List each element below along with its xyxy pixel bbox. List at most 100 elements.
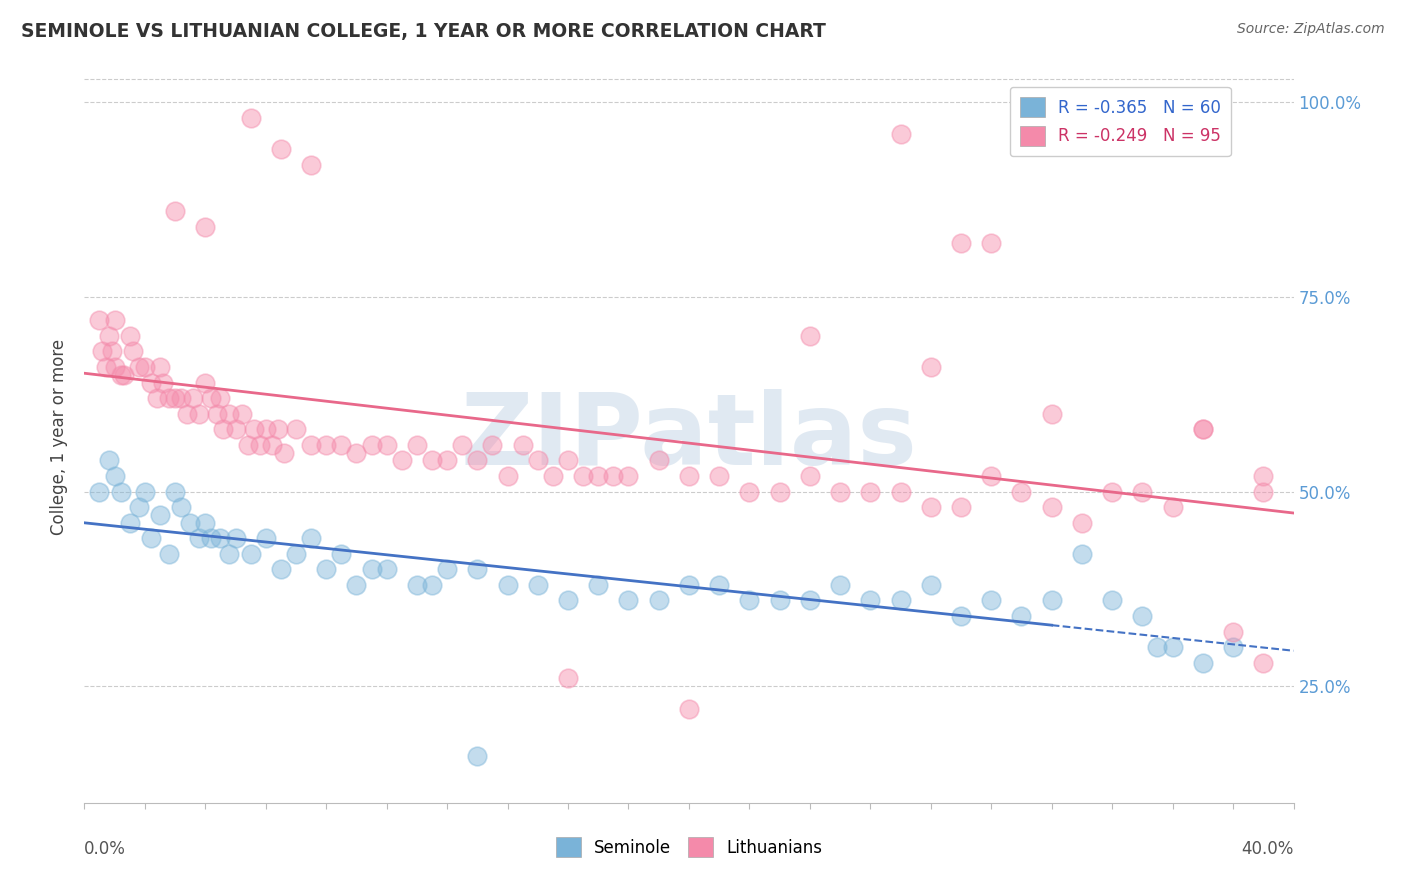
Point: [980, 469, 1002, 483]
Point: [176, 407, 198, 421]
Point: [139, 531, 162, 545]
Point: [1011, 609, 1033, 624]
Point: [194, 219, 217, 234]
Point: [541, 469, 564, 483]
Point: [1161, 640, 1184, 655]
Point: [157, 547, 180, 561]
Point: [406, 438, 429, 452]
Point: [273, 445, 295, 459]
Point: [104, 469, 127, 483]
Point: [588, 469, 610, 483]
Point: [557, 671, 579, 685]
Point: [149, 359, 172, 374]
Point: [467, 562, 489, 576]
Point: [270, 562, 292, 576]
Point: [299, 531, 322, 545]
Point: [165, 391, 187, 405]
Point: [170, 391, 193, 405]
Point: [980, 593, 1002, 607]
Point: [1011, 484, 1033, 499]
Point: [467, 749, 489, 764]
Point: [209, 391, 232, 405]
Point: [91, 344, 114, 359]
Point: [678, 469, 700, 483]
Point: [170, 500, 193, 515]
Point: [859, 484, 882, 499]
Point: [648, 593, 671, 607]
Point: [118, 329, 141, 343]
Point: [179, 516, 201, 530]
Point: [980, 235, 1002, 250]
Point: [830, 578, 852, 592]
Point: [709, 578, 731, 592]
Point: [496, 578, 519, 592]
Point: [346, 578, 368, 592]
Point: [406, 578, 429, 592]
Point: [1101, 593, 1123, 607]
Point: [89, 313, 111, 327]
Point: [1040, 407, 1063, 421]
Point: [315, 562, 337, 576]
Point: [212, 422, 235, 436]
Point: [1161, 500, 1184, 515]
Point: [420, 453, 443, 467]
Point: [859, 593, 882, 607]
Point: [239, 547, 262, 561]
Point: [1040, 593, 1063, 607]
Point: [648, 453, 671, 467]
Point: [330, 438, 353, 452]
Point: [200, 531, 222, 545]
Point: [572, 469, 595, 483]
Point: [194, 516, 217, 530]
Point: [149, 508, 172, 522]
Point: [1146, 640, 1168, 655]
Point: [769, 484, 792, 499]
Point: [436, 562, 458, 576]
Point: [360, 562, 382, 576]
Point: [225, 422, 247, 436]
Point: [218, 547, 240, 561]
Point: [481, 438, 503, 452]
Point: [118, 516, 141, 530]
Text: Source: ZipAtlas.com: Source: ZipAtlas.com: [1237, 22, 1385, 37]
Point: [950, 609, 973, 624]
Point: [330, 547, 353, 561]
Point: [709, 469, 731, 483]
Point: [94, 359, 117, 374]
Point: [920, 500, 942, 515]
Point: [527, 578, 550, 592]
Point: [602, 469, 624, 483]
Point: [254, 531, 277, 545]
Point: [557, 593, 579, 607]
Point: [1253, 469, 1275, 483]
Point: [254, 422, 277, 436]
Point: [188, 531, 211, 545]
Point: [799, 329, 821, 343]
Point: [165, 484, 187, 499]
Point: [139, 376, 162, 390]
Point: [799, 593, 821, 607]
Point: [239, 111, 262, 125]
Text: 40.0%: 40.0%: [1241, 840, 1294, 858]
Point: [467, 453, 489, 467]
Point: [360, 438, 382, 452]
Point: [128, 359, 150, 374]
Point: [1253, 484, 1275, 499]
Point: [285, 547, 308, 561]
Point: [678, 702, 700, 716]
Point: [267, 422, 290, 436]
Point: [527, 453, 550, 467]
Point: [346, 445, 368, 459]
Point: [194, 376, 217, 390]
Point: [242, 422, 264, 436]
Point: [1222, 624, 1244, 639]
Point: [157, 391, 180, 405]
Point: [128, 500, 150, 515]
Text: 0.0%: 0.0%: [84, 840, 127, 858]
Point: [799, 469, 821, 483]
Point: [678, 578, 700, 592]
Point: [146, 391, 169, 405]
Point: [617, 593, 640, 607]
Point: [236, 438, 259, 452]
Point: [375, 438, 398, 452]
